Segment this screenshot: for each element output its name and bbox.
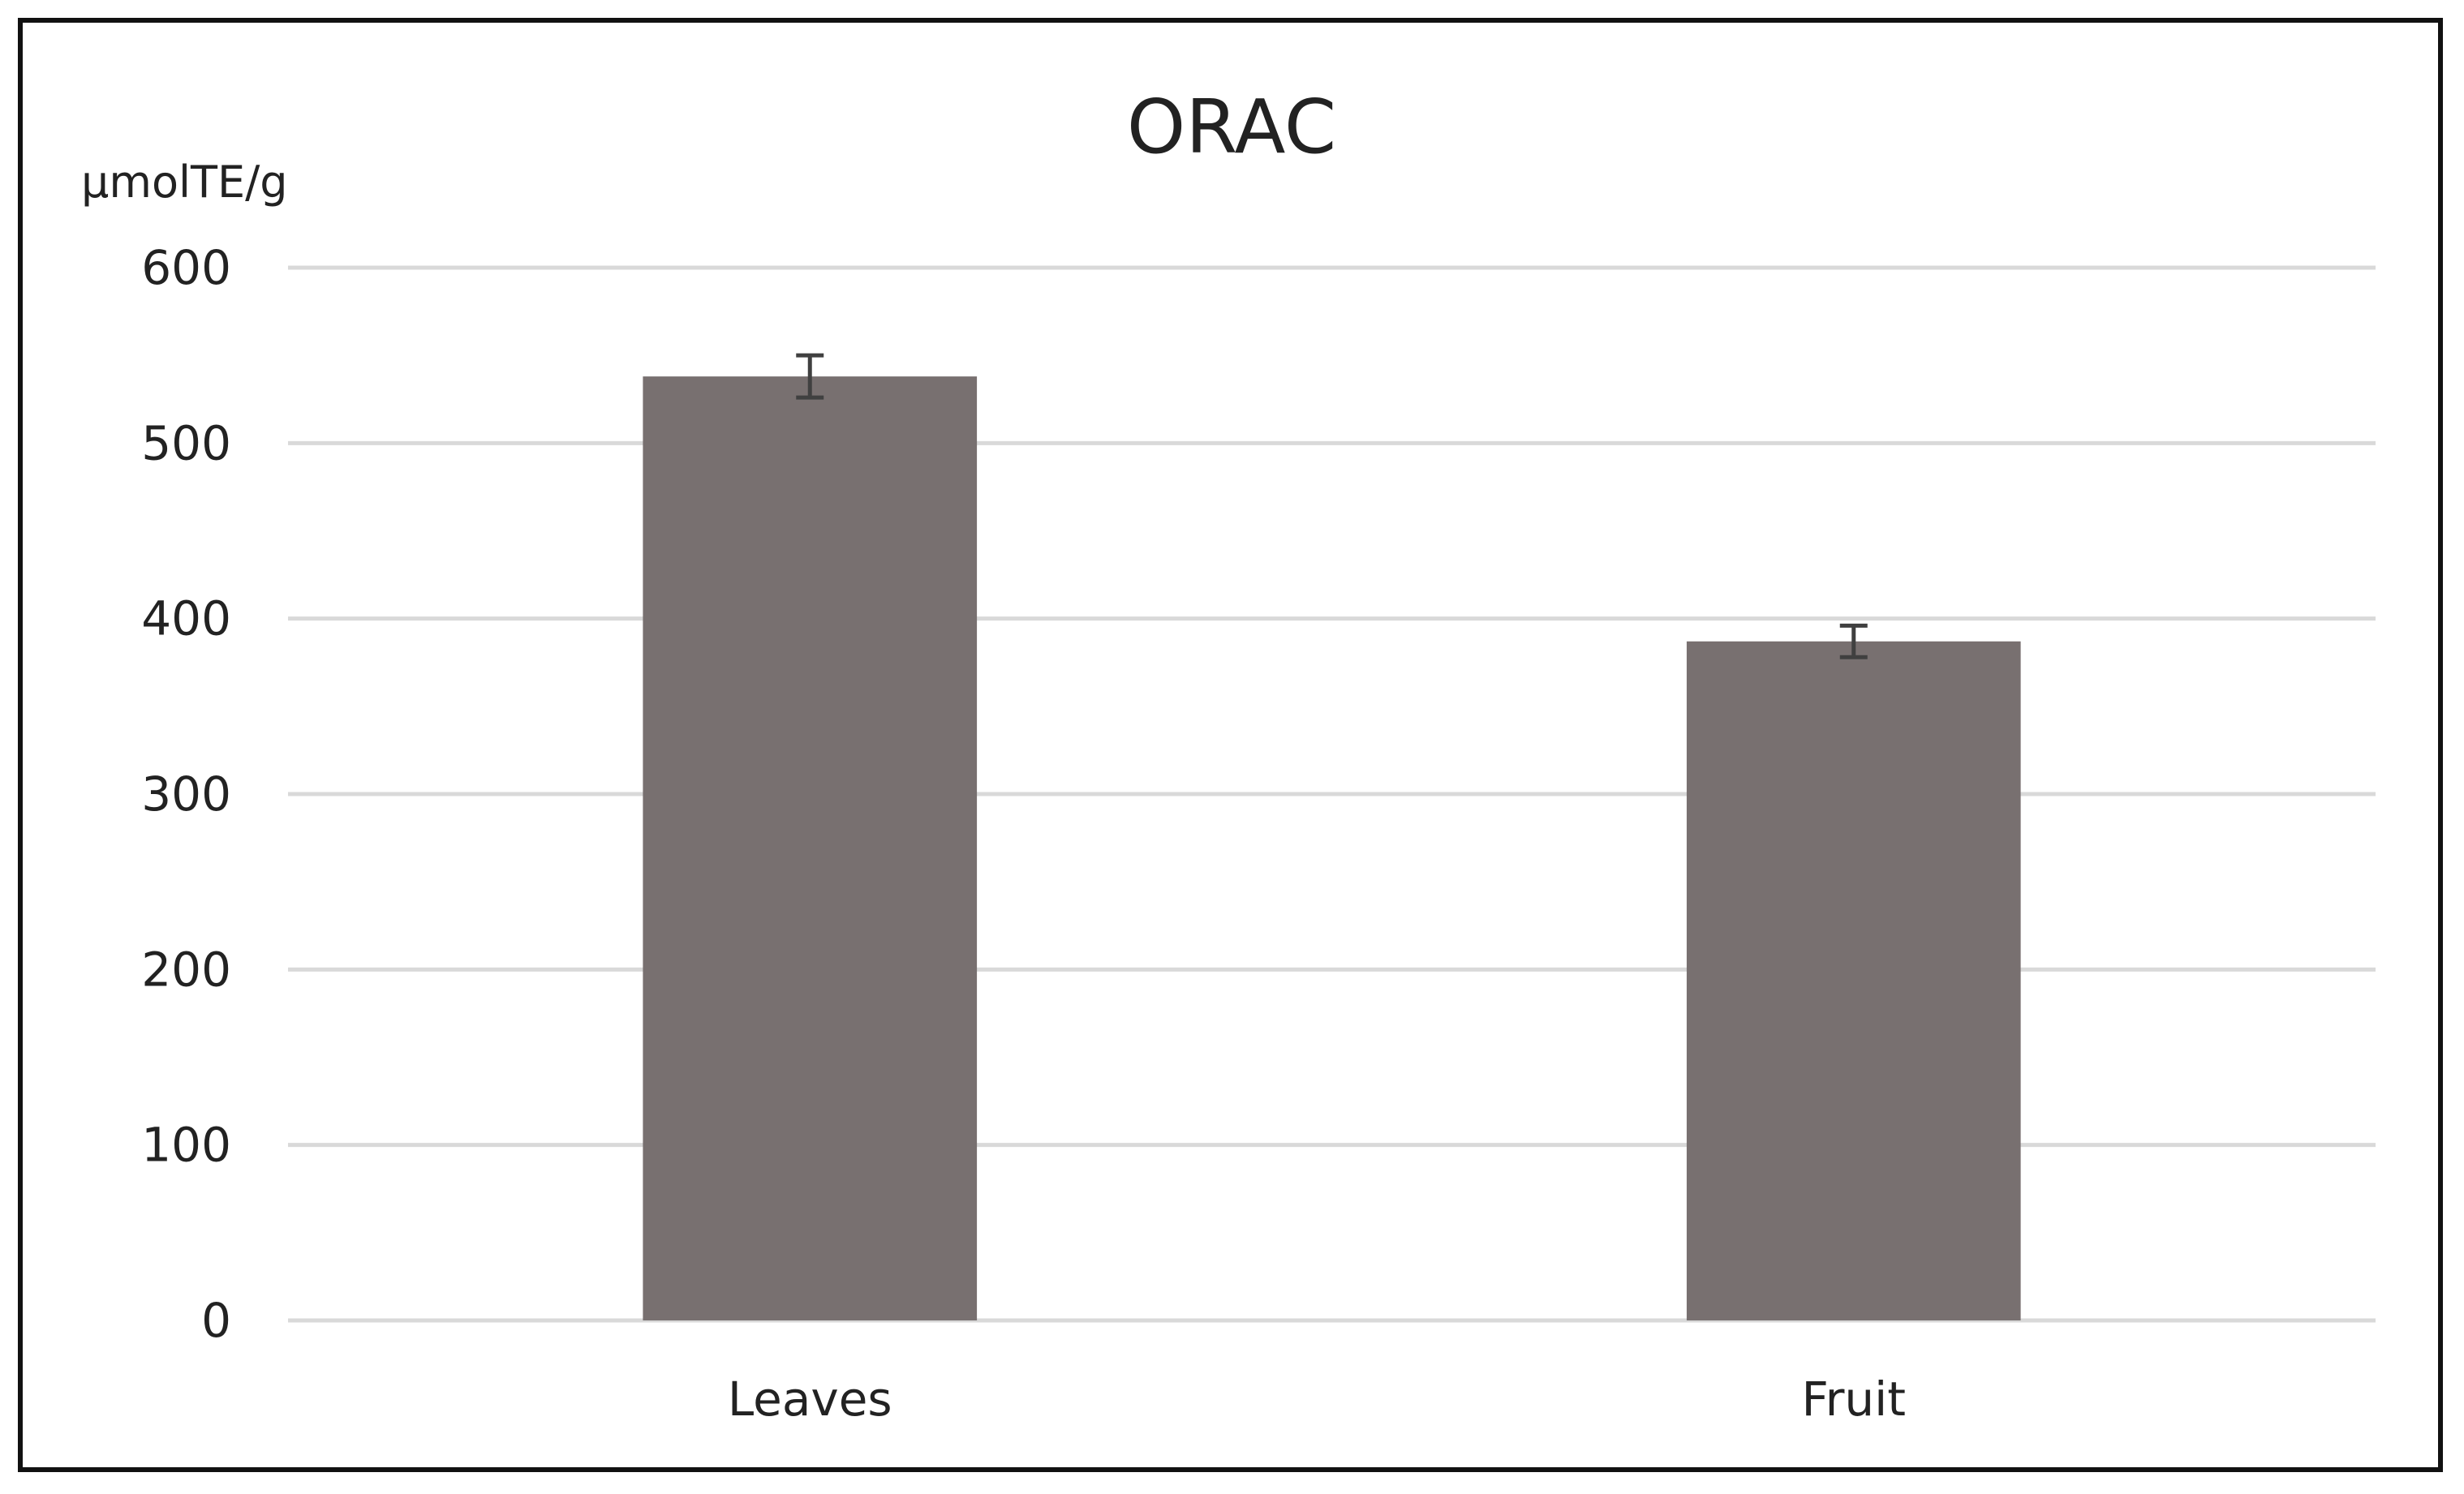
- y-tick-label: 200: [141, 942, 231, 997]
- y-tick-label: 500: [141, 415, 231, 470]
- y-tick-label: 0: [201, 1293, 231, 1348]
- y-tick-labels: 0 100 200 300 400 500 600: [141, 240, 231, 1348]
- x-tick-label: Fruit: [1801, 1372, 1906, 1427]
- error-bars: [796, 353, 1868, 659]
- gridlines: [288, 265, 2376, 1323]
- chart-frame: [18, 18, 2443, 1472]
- y-tick-label: 300: [141, 766, 231, 822]
- bar-fruit: [1686, 641, 2021, 1320]
- error-bar-fruit: [1839, 623, 1868, 659]
- bars: [643, 376, 2021, 1320]
- error-bar-leaves: [796, 353, 824, 400]
- chart-title: ORAC: [1127, 84, 1336, 170]
- x-tick-labels: Leaves Fruit: [728, 1372, 1906, 1427]
- y-tick-label: 600: [141, 240, 231, 295]
- y-tick-label: 400: [141, 591, 231, 646]
- y-axis-label: µmolTE/g: [81, 157, 288, 208]
- bar-leaves: [643, 376, 978, 1320]
- x-tick-label: Leaves: [728, 1372, 892, 1427]
- y-tick-label: 100: [141, 1118, 231, 1173]
